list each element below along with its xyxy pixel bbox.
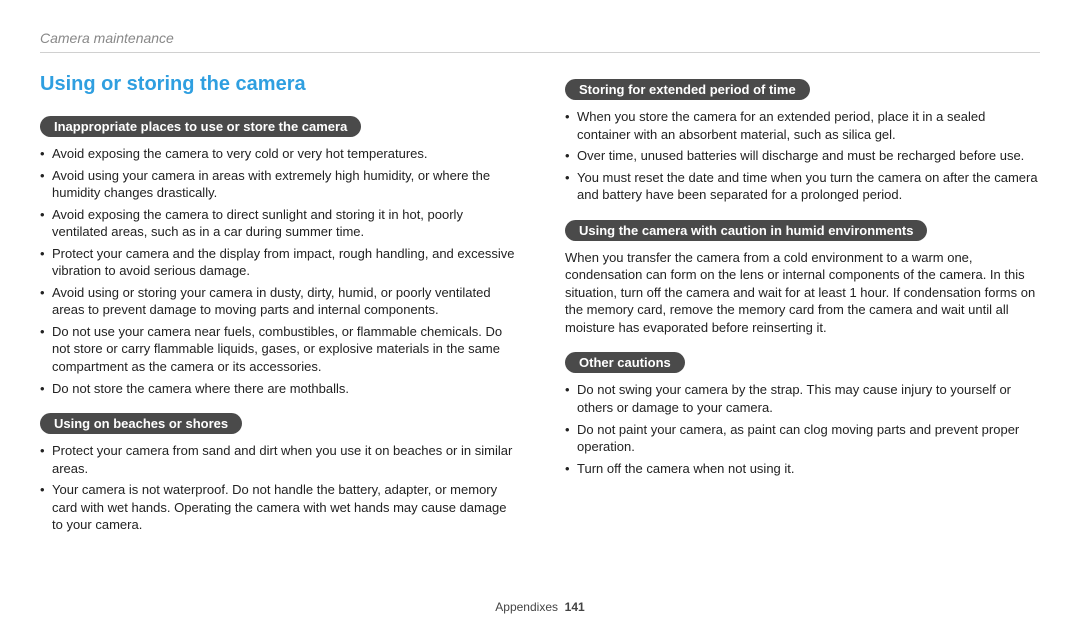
page-footer: Appendixes 141	[0, 600, 1080, 614]
list-item: Turn off the camera when not using it.	[565, 460, 1040, 478]
list-item: Avoid exposing the camera to very cold o…	[40, 145, 515, 163]
list-other: Do not swing your camera by the strap. T…	[565, 381, 1040, 477]
section-pill-beaches: Using on beaches or shores	[40, 413, 242, 434]
page-number: 141	[565, 600, 585, 614]
section-pill-storing: Storing for extended period of time	[565, 79, 810, 100]
list-item: Do not paint your camera, as paint can c…	[565, 421, 1040, 456]
breadcrumb: Camera maintenance	[40, 30, 1040, 53]
list-item: Your camera is not waterproof. Do not ha…	[40, 481, 515, 534]
list-item: Do not swing your camera by the strap. T…	[565, 381, 1040, 416]
right-column: Storing for extended period of time When…	[565, 73, 1040, 544]
section-pill-inappropriate: Inappropriate places to use or store the…	[40, 116, 361, 137]
section-pill-other: Other cautions	[565, 352, 685, 373]
list-beaches: Protect your camera from sand and dirt w…	[40, 442, 515, 534]
paragraph-humid: When you transfer the camera from a cold…	[565, 249, 1040, 337]
page-title: Using or storing the camera	[40, 73, 515, 96]
section-pill-humid: Using the camera with caution in humid e…	[565, 220, 927, 241]
list-item: When you store the camera for an extende…	[565, 108, 1040, 143]
list-item: Avoid using your camera in areas with ex…	[40, 167, 515, 202]
list-storing: When you store the camera for an extende…	[565, 108, 1040, 204]
list-item: Protect your camera and the display from…	[40, 245, 515, 280]
footer-section: Appendixes	[495, 600, 558, 614]
list-item: Avoid exposing the camera to direct sunl…	[40, 206, 515, 241]
list-item: You must reset the date and time when yo…	[565, 169, 1040, 204]
left-column: Using or storing the camera Inappropriat…	[40, 73, 515, 544]
list-item: Avoid using or storing your camera in du…	[40, 284, 515, 319]
list-inappropriate: Avoid exposing the camera to very cold o…	[40, 145, 515, 397]
content-columns: Using or storing the camera Inappropriat…	[40, 73, 1040, 544]
list-item: Over time, unused batteries will dischar…	[565, 147, 1040, 165]
list-item: Protect your camera from sand and dirt w…	[40, 442, 515, 477]
list-item: Do not store the camera where there are …	[40, 380, 515, 398]
list-item: Do not use your camera near fuels, combu…	[40, 323, 515, 376]
